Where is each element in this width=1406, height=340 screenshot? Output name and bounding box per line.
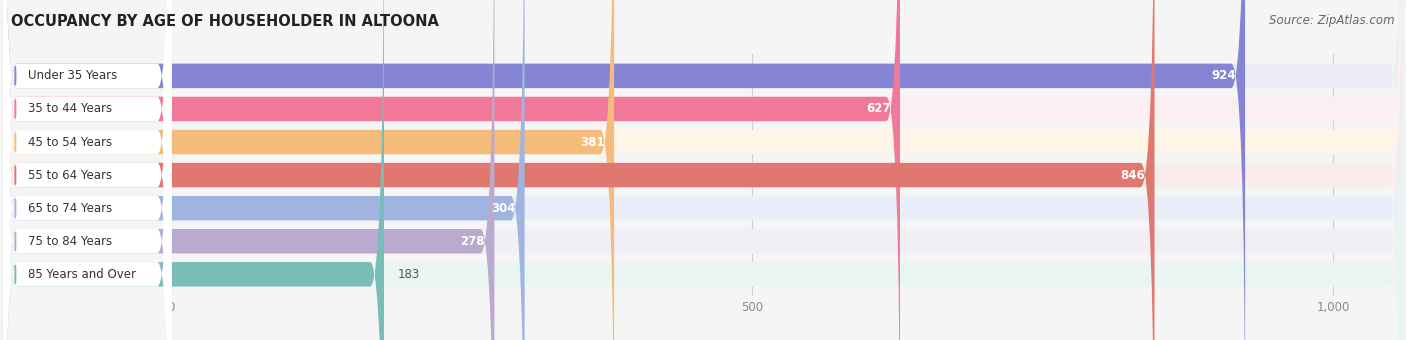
FancyBboxPatch shape bbox=[3, 0, 495, 340]
FancyBboxPatch shape bbox=[3, 0, 172, 340]
Text: 45 to 54 Years: 45 to 54 Years bbox=[28, 136, 112, 149]
FancyBboxPatch shape bbox=[3, 0, 614, 340]
FancyBboxPatch shape bbox=[3, 0, 172, 340]
Text: 35 to 44 Years: 35 to 44 Years bbox=[28, 102, 112, 116]
FancyBboxPatch shape bbox=[3, 0, 172, 340]
FancyBboxPatch shape bbox=[3, 0, 172, 340]
Text: 381: 381 bbox=[581, 136, 605, 149]
FancyBboxPatch shape bbox=[3, 0, 900, 340]
Text: 75 to 84 Years: 75 to 84 Years bbox=[28, 235, 112, 248]
Text: 846: 846 bbox=[1121, 169, 1146, 182]
Text: 278: 278 bbox=[461, 235, 485, 248]
Text: 55 to 64 Years: 55 to 64 Years bbox=[28, 169, 112, 182]
FancyBboxPatch shape bbox=[3, 0, 1403, 340]
FancyBboxPatch shape bbox=[3, 0, 1403, 340]
FancyBboxPatch shape bbox=[3, 0, 172, 340]
FancyBboxPatch shape bbox=[3, 0, 172, 340]
FancyBboxPatch shape bbox=[3, 0, 384, 340]
Text: 65 to 74 Years: 65 to 74 Years bbox=[28, 202, 112, 215]
Text: 85 Years and Over: 85 Years and Over bbox=[28, 268, 136, 281]
FancyBboxPatch shape bbox=[3, 0, 1403, 340]
Text: 304: 304 bbox=[491, 202, 516, 215]
FancyBboxPatch shape bbox=[3, 0, 1154, 340]
FancyBboxPatch shape bbox=[3, 0, 1403, 340]
FancyBboxPatch shape bbox=[3, 0, 1403, 340]
FancyBboxPatch shape bbox=[3, 0, 172, 340]
Text: Source: ZipAtlas.com: Source: ZipAtlas.com bbox=[1270, 14, 1395, 27]
FancyBboxPatch shape bbox=[3, 0, 172, 340]
Text: Under 35 Years: Under 35 Years bbox=[28, 69, 117, 82]
FancyBboxPatch shape bbox=[3, 0, 172, 340]
FancyBboxPatch shape bbox=[3, 0, 1403, 340]
FancyBboxPatch shape bbox=[3, 0, 1246, 340]
Text: 183: 183 bbox=[398, 268, 420, 281]
FancyBboxPatch shape bbox=[3, 0, 172, 340]
FancyBboxPatch shape bbox=[3, 0, 172, 340]
FancyBboxPatch shape bbox=[3, 0, 172, 340]
Text: OCCUPANCY BY AGE OF HOUSEHOLDER IN ALTOONA: OCCUPANCY BY AGE OF HOUSEHOLDER IN ALTOO… bbox=[11, 14, 439, 29]
FancyBboxPatch shape bbox=[3, 0, 1403, 340]
FancyBboxPatch shape bbox=[3, 0, 172, 340]
FancyBboxPatch shape bbox=[3, 0, 524, 340]
Text: 924: 924 bbox=[1211, 69, 1236, 82]
FancyBboxPatch shape bbox=[3, 0, 172, 340]
Text: 627: 627 bbox=[866, 102, 890, 116]
